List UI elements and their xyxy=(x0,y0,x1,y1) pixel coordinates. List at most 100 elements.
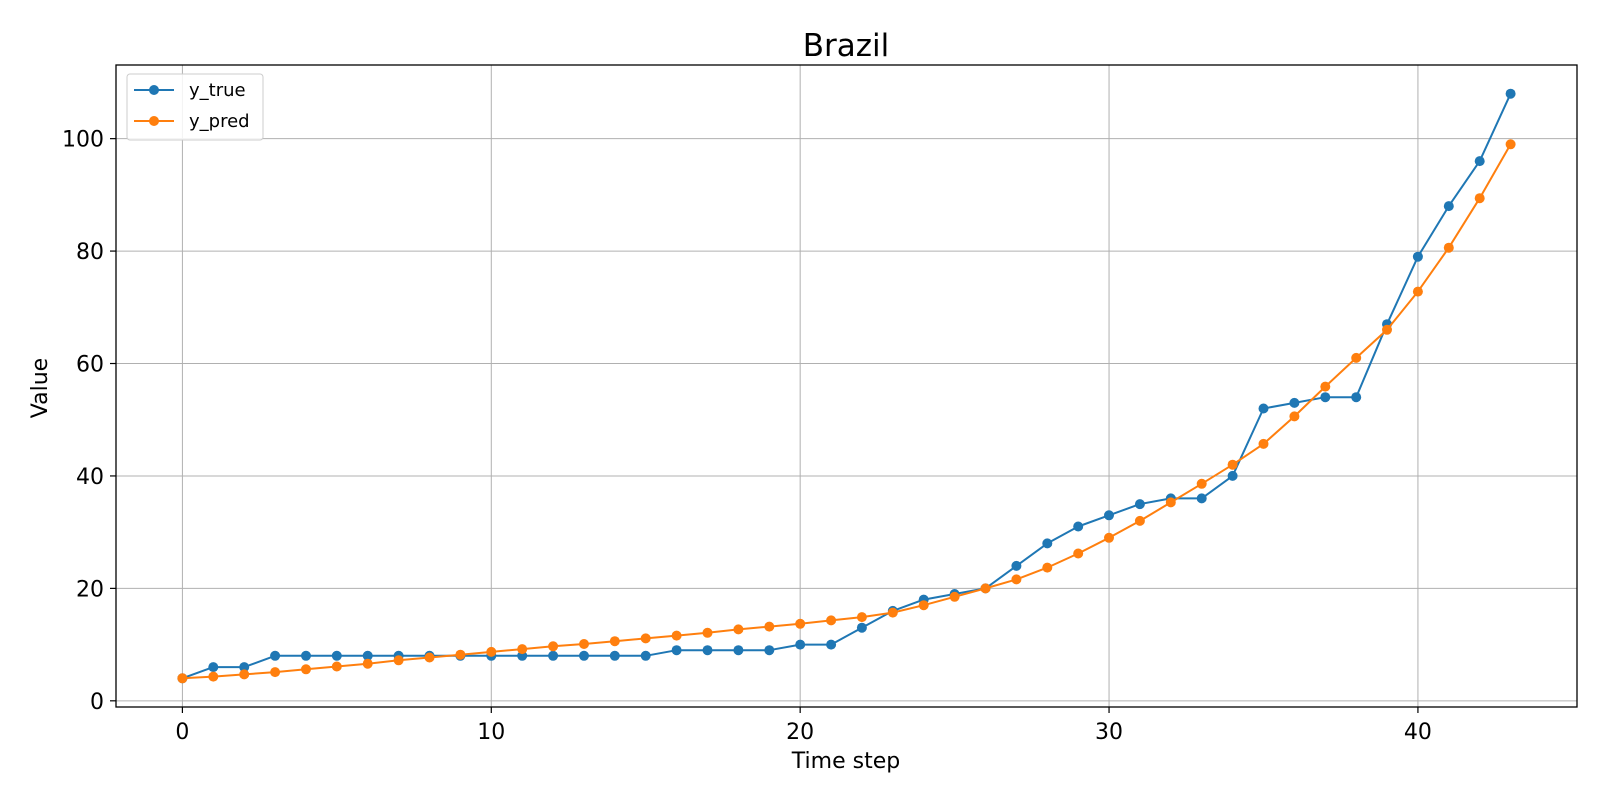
data-point-y-pred xyxy=(826,615,837,626)
data-point-y-pred xyxy=(764,621,775,632)
data-point-y-pred xyxy=(177,673,188,684)
data-point-y-pred xyxy=(1104,532,1114,543)
data-point-y-true xyxy=(1073,521,1084,532)
data-point-y-pred xyxy=(1289,411,1300,422)
y-tick-label: 20 xyxy=(76,577,104,602)
data-point-y-pred xyxy=(1474,193,1485,204)
data-point-y-true xyxy=(1134,499,1145,510)
data-point-y-true xyxy=(362,650,373,661)
data-point-y-pred xyxy=(548,641,559,652)
y-tick-label: 40 xyxy=(76,465,104,490)
data-point-y-true xyxy=(609,650,620,661)
data-point-y-pred xyxy=(301,664,311,675)
data-point-y-true xyxy=(764,645,775,656)
data-point-y-pred xyxy=(424,652,435,663)
data-point-y-true xyxy=(671,645,682,656)
data-point-y-pred xyxy=(1320,381,1331,392)
data-point-y-true xyxy=(1505,88,1516,99)
chart-title: Brazil xyxy=(803,28,890,64)
data-point-y-pred xyxy=(1196,478,1207,489)
x-axis-label: Time step xyxy=(791,749,900,774)
data-point-y-pred xyxy=(733,624,744,635)
data-point-y-true xyxy=(702,645,713,656)
plot-frame xyxy=(115,64,1578,708)
data-point-y-true xyxy=(1443,201,1454,212)
legend: y_true y_pred xyxy=(126,73,264,141)
data-point-y-pred xyxy=(486,646,497,657)
data-point-y-true xyxy=(1258,403,1269,414)
x-tick-label: 40 xyxy=(1404,720,1432,745)
data-point-y-pred xyxy=(393,655,404,666)
data-point-y-pred xyxy=(671,630,682,641)
y-tick-label: 60 xyxy=(76,353,104,378)
data-point-y-pred xyxy=(1073,548,1084,559)
data-point-y-pred xyxy=(609,636,620,647)
data-point-y-pred xyxy=(980,583,991,594)
data-point-y-pred xyxy=(208,671,219,682)
series-line-y-pred xyxy=(182,143,1512,680)
data-point-y-pred xyxy=(1505,139,1516,150)
data-point-y-pred xyxy=(918,600,929,611)
legend-label-y-true: y_true xyxy=(189,80,246,101)
data-point-y-pred xyxy=(239,669,250,680)
x-tick-label: 30 xyxy=(1095,720,1123,745)
data-point-y-pred xyxy=(455,649,466,660)
data-point-y-true xyxy=(1104,510,1114,521)
data-point-y-true xyxy=(1196,493,1207,504)
data-point-y-pred xyxy=(1258,438,1269,449)
data-point-y-true xyxy=(548,650,559,661)
data-point-y-true xyxy=(826,639,837,650)
x-tick-label: 20 xyxy=(786,720,814,745)
data-point-y-true xyxy=(1011,560,1022,571)
data-point-y-pred xyxy=(1165,497,1176,508)
data-point-y-true xyxy=(640,650,651,661)
legend-label-y-pred: y_pred xyxy=(189,111,250,132)
data-point-y-true xyxy=(208,662,219,673)
data-point-y-pred xyxy=(1382,324,1392,335)
data-point-y-pred xyxy=(1134,515,1145,526)
data-series xyxy=(177,88,1516,684)
grid xyxy=(116,65,1577,707)
y-tick-label: 80 xyxy=(76,240,104,265)
data-point-y-pred xyxy=(517,644,528,655)
data-point-y-pred xyxy=(887,607,898,618)
data-point-y-true xyxy=(239,662,250,673)
data-point-y-pred xyxy=(270,667,281,678)
y-tick-label: 0 xyxy=(90,690,104,715)
y-tick-label: 100 xyxy=(62,128,104,153)
data-point-y-pred xyxy=(949,591,960,602)
data-point-y-pred xyxy=(362,658,373,669)
data-point-y-true xyxy=(1227,470,1238,481)
data-point-y-true xyxy=(1474,156,1485,167)
data-point-y-pred xyxy=(1443,242,1454,253)
data-point-y-true xyxy=(270,650,281,661)
data-point-y-pred xyxy=(795,618,806,629)
data-point-y-pred xyxy=(640,633,651,644)
data-point-y-true xyxy=(1412,251,1423,262)
legend-marker-y-pred xyxy=(149,116,159,126)
data-point-y-true xyxy=(1042,538,1053,549)
data-point-y-pred xyxy=(702,627,713,638)
data-point-y-true xyxy=(579,650,589,661)
axis-ticks: 0 10 20 30 40 0 20 40 60 80 100 xyxy=(62,128,1432,745)
data-point-y-pred xyxy=(331,661,342,672)
data-point-y-pred xyxy=(1011,574,1022,585)
data-point-y-pred xyxy=(1412,286,1423,297)
y-axis-label: Value xyxy=(28,358,53,418)
data-point-y-pred xyxy=(1351,352,1362,363)
data-point-y-pred xyxy=(1227,459,1238,470)
x-tick-label: 10 xyxy=(477,720,505,745)
data-point-y-true xyxy=(301,650,311,661)
series-line-y-true xyxy=(182,93,1512,680)
data-point-y-true xyxy=(856,622,867,633)
x-tick-label: 0 xyxy=(175,720,189,745)
legend-marker-y-true xyxy=(149,85,159,95)
data-point-y-true xyxy=(331,650,342,661)
data-point-y-pred xyxy=(856,612,867,623)
data-point-y-true xyxy=(733,645,744,656)
data-point-y-pred xyxy=(579,639,589,649)
data-point-y-true xyxy=(1289,397,1300,408)
data-point-y-true xyxy=(1351,392,1362,403)
data-point-y-true xyxy=(795,639,806,650)
